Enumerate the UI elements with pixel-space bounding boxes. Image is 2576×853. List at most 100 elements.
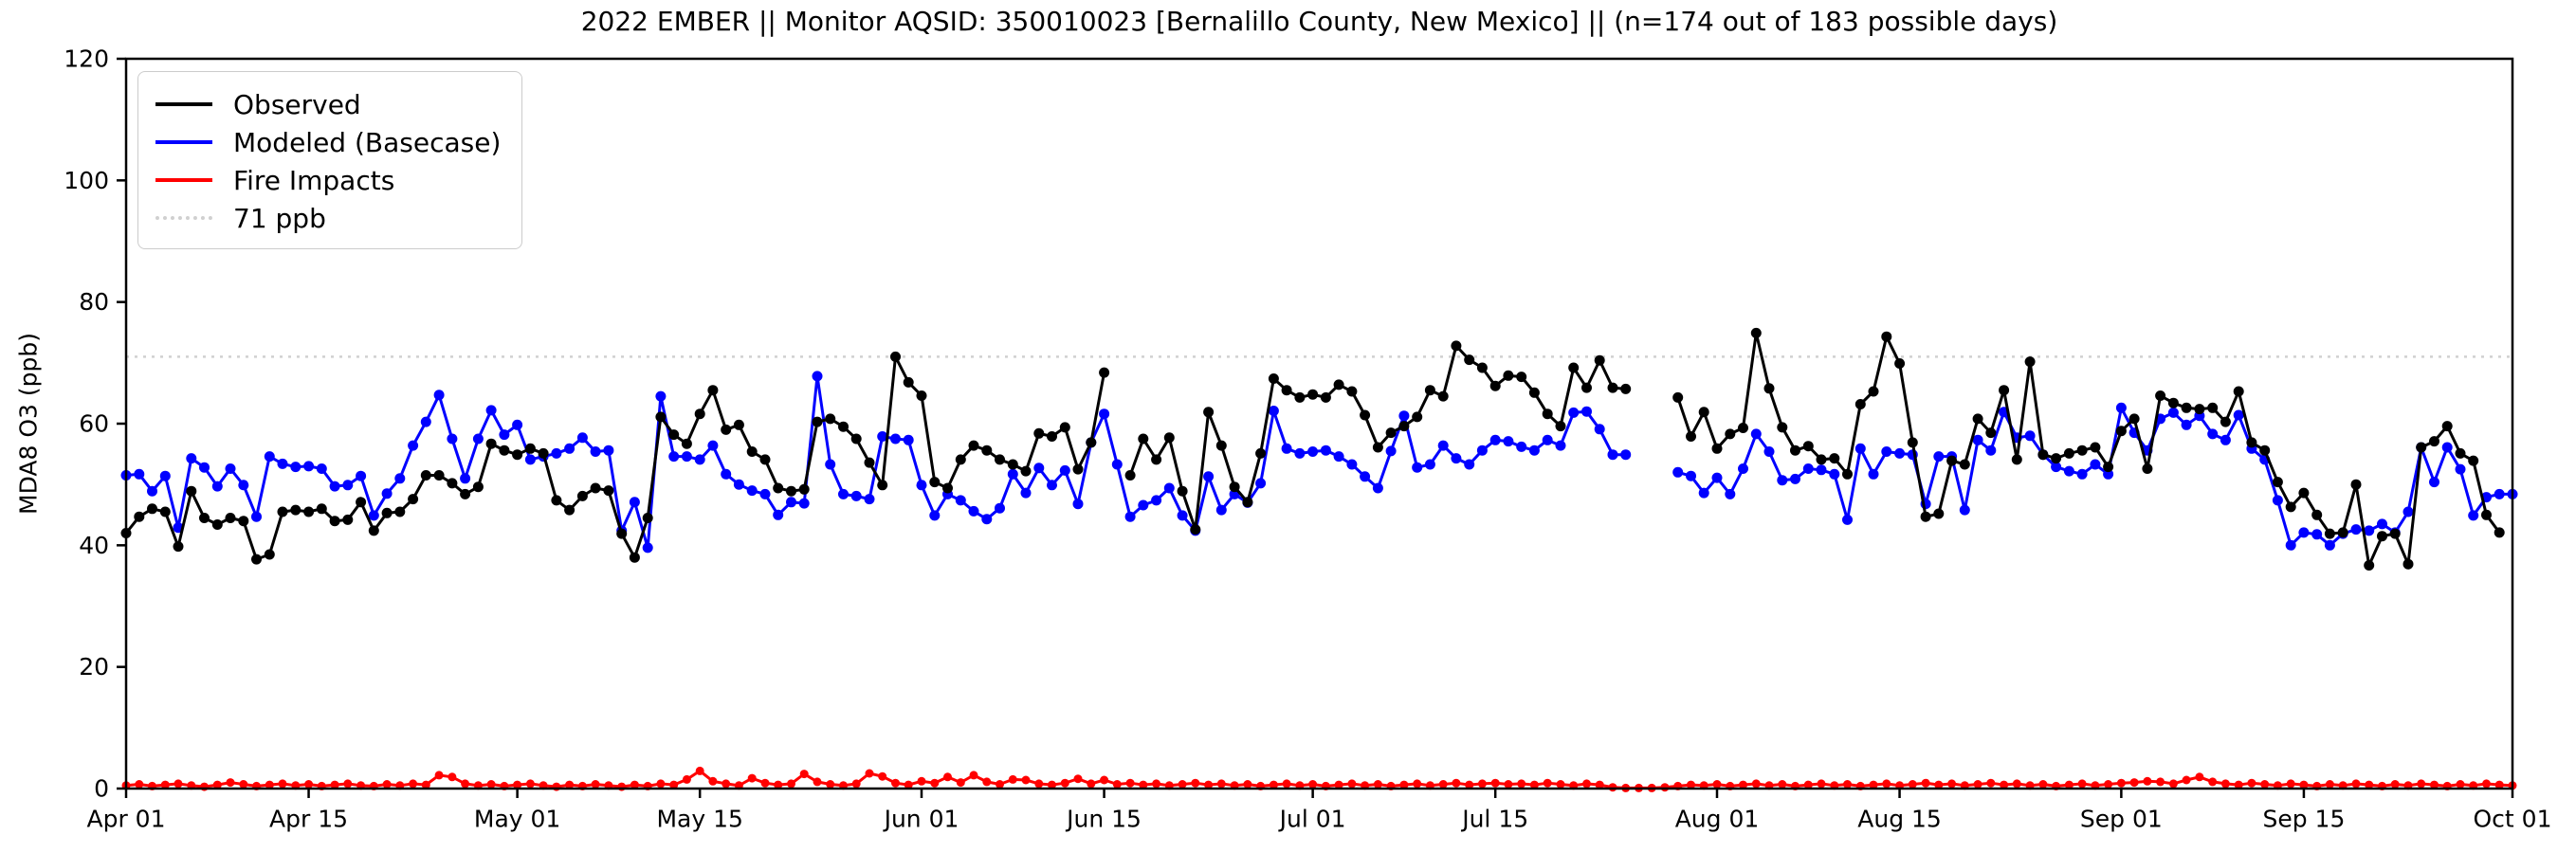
data-point [135,780,144,789]
data-point [707,385,719,396]
legend-label: 71 ppb [233,202,326,234]
data-point [2207,428,2219,440]
data-point [1451,340,1462,352]
fire-line-swatch [155,178,212,182]
data-point [1933,508,1945,519]
data-point [173,541,184,553]
data-point [773,482,784,494]
data-point [420,416,431,427]
data-point [681,438,692,449]
data-point [134,511,145,522]
data-point [460,473,471,484]
data-point [1320,445,1331,456]
x-tick-label: Jul 01 [1278,805,1346,832]
data-point [1490,778,1500,788]
data-point [433,390,445,401]
reference-line-swatch [155,216,212,220]
data-point [825,459,836,470]
data-point [864,457,875,468]
data-point [1152,779,1161,789]
data-point [2364,525,2375,536]
data-point [159,470,171,481]
data-point [2377,531,2387,542]
data-point [733,419,744,430]
data-point [1921,778,1930,788]
data-point [2233,409,2244,421]
data-point [1203,471,1215,482]
data-point [381,507,393,518]
data-point [420,470,431,481]
data-point [551,447,562,459]
data-point [681,451,692,463]
data-point [174,779,183,789]
data-point [1255,478,1267,489]
data-point [433,470,445,481]
data-point [2194,404,2205,415]
data-point [2051,453,2062,464]
data-point [290,462,301,473]
data-point [1959,459,1970,470]
data-point [877,431,888,442]
data-point [996,780,1004,789]
data-point [512,449,523,461]
data-point [1712,780,1722,789]
data-point [642,513,653,523]
data-point [1320,391,1331,403]
data-point [629,497,640,508]
data-point [1816,464,1827,476]
data-point [2416,442,2427,453]
data-point [682,774,691,784]
data-point [1920,511,1931,522]
data-point [1465,780,1474,789]
data-point [382,780,392,789]
data-point [1582,779,1591,789]
x-tick-label: Oct 01 [2474,805,2552,832]
data-point [2364,560,2375,571]
data-point [1268,406,1279,416]
data-point [968,505,979,517]
x-tick-label: Apr 01 [86,805,165,832]
data-point [304,780,314,789]
data-point [1215,504,1227,516]
data-point [825,413,836,425]
data-point [1243,780,1252,789]
data-point [2429,436,2439,447]
x-tick-label: May 01 [474,805,560,832]
data-point [890,351,901,362]
data-point [2181,402,2192,413]
data-point [1881,331,1892,342]
data-point [2011,454,2022,465]
data-point [1385,445,1397,457]
data-point [1047,431,1057,442]
data-point [1528,387,1540,398]
data-point [551,495,562,506]
data-point [564,443,575,454]
data-point [2430,780,2439,789]
data-point [721,468,732,480]
data-point [1086,437,1097,448]
data-point [668,429,680,441]
data-point [669,780,679,789]
data-point [1489,380,1501,391]
data-point [903,376,914,388]
data-point [2207,402,2219,413]
data-point [850,490,862,501]
data-point [2272,477,2283,488]
data-point [1308,780,1318,789]
data-point [1672,466,1684,478]
y-tick-label: 100 [64,167,109,194]
data-point [955,454,966,465]
data-point [890,433,901,445]
data-point [1972,413,1983,425]
data-point [1581,406,1592,417]
data-point [2429,477,2439,488]
data-point [1790,445,1800,456]
data-point [786,497,796,508]
data-point [1907,437,1918,448]
data-point [448,772,457,782]
data-point [1139,780,1148,789]
data-point [1204,780,1214,789]
y-tick-label: 0 [94,775,109,803]
data-point [460,488,471,499]
